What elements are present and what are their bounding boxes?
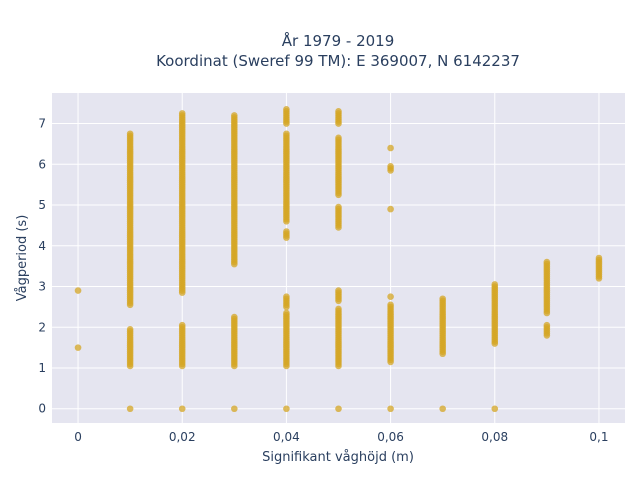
y-tick-label: 5 (38, 198, 46, 212)
x-tick-label: 0,02 (169, 430, 196, 444)
data-point (491, 281, 499, 288)
data-point (178, 321, 186, 329)
data-point (439, 405, 446, 413)
data-point (387, 405, 394, 413)
x-tick-label: 0,08 (481, 430, 508, 444)
x-tick-label: 0,04 (273, 430, 300, 444)
y-tick-label: 6 (38, 157, 46, 171)
data-point (178, 110, 186, 117)
data-point (126, 130, 134, 138)
data-point (231, 313, 238, 321)
data-point (283, 405, 290, 413)
data-point (283, 293, 290, 301)
x-tick-label: 0,06 (377, 430, 404, 444)
data-point (387, 163, 394, 170)
data-point (178, 405, 186, 413)
data-point (126, 325, 134, 333)
y-tick-label: 7 (38, 117, 46, 131)
data-point (126, 405, 134, 413)
data-point (283, 105, 290, 113)
y-tick-label: 2 (38, 320, 46, 334)
y-axis-title: Vågperiod (s) (15, 215, 30, 302)
data-point (387, 301, 394, 309)
x-tick-label: 0 (74, 430, 82, 444)
data-point (439, 295, 446, 303)
data-point (491, 405, 499, 413)
data-point (335, 108, 342, 115)
data-point (595, 254, 603, 262)
y-tick-label: 1 (38, 361, 46, 375)
data-point (283, 228, 290, 235)
data-point (543, 321, 551, 329)
y-axis-ticks: 0 1 2 3 4 5 6 7 (38, 117, 46, 416)
data-point (387, 293, 394, 301)
data-point (335, 287, 342, 294)
data-point (74, 287, 82, 294)
data-point (335, 203, 342, 211)
data-point (231, 112, 238, 119)
x-axis-ticks: 0 0,02 0,04 0,06 0,08 0,1 (74, 430, 608, 444)
chart-title-line-1: År 1979 - 2019 (282, 31, 395, 50)
x-axis-title: Signifikant våghöjd (m) (262, 450, 414, 465)
data-point (335, 134, 342, 142)
data-point (543, 258, 551, 266)
data-point (283, 309, 290, 317)
x-tick-label: 0,1 (589, 430, 608, 444)
data-point (231, 405, 238, 413)
data-point (387, 144, 394, 152)
data-point (74, 344, 82, 351)
y-tick-label: 3 (38, 280, 46, 294)
data-point (335, 405, 342, 413)
data-point (335, 305, 342, 313)
data-point (387, 205, 394, 213)
chart-title-line-2: Koordinat (Sweref 99 TM): E 369007, N 61… (156, 52, 520, 70)
y-tick-label: 4 (38, 239, 46, 253)
data-points (74, 105, 603, 413)
data-point (283, 130, 290, 138)
y-tick-label: 0 (38, 402, 46, 416)
